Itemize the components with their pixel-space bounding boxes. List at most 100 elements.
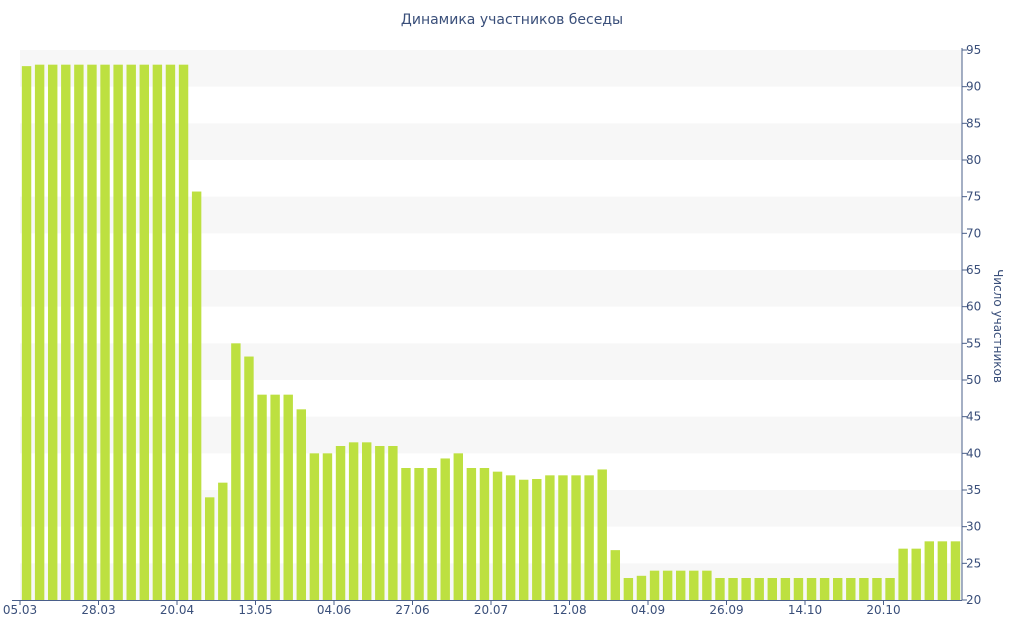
bar[interactable] <box>767 578 778 600</box>
bar[interactable] <box>388 446 398 600</box>
bar[interactable] <box>231 343 241 600</box>
bar[interactable] <box>702 570 712 600</box>
bar[interactable] <box>675 570 686 600</box>
bar[interactable] <box>47 64 58 600</box>
bar[interactable] <box>584 475 594 600</box>
bar[interactable] <box>911 548 921 600</box>
bar[interactable] <box>518 479 529 600</box>
x-tick-label: 13.05 <box>238 603 272 617</box>
y-tick-label: 40 <box>966 446 981 460</box>
bar[interactable] <box>414 468 424 600</box>
bar[interactable] <box>571 475 581 600</box>
bar[interactable] <box>375 446 385 600</box>
bar[interactable] <box>296 409 307 600</box>
x-tick-label: 14.10 <box>788 603 822 617</box>
x-tick-label: 27.06 <box>395 603 429 617</box>
bar[interactable] <box>819 578 830 600</box>
bar[interactable] <box>924 541 935 600</box>
grid-band <box>20 196 962 234</box>
bar[interactable] <box>21 66 32 601</box>
bar[interactable] <box>492 471 503 600</box>
bar[interactable] <box>427 468 437 600</box>
bar[interactable] <box>780 578 791 600</box>
bar[interactable] <box>832 578 843 600</box>
bar[interactable] <box>898 548 908 600</box>
bar[interactable] <box>87 64 97 600</box>
y-tick-label: 60 <box>966 300 981 314</box>
bar[interactable] <box>728 578 738 600</box>
bar[interactable] <box>61 64 71 600</box>
bar[interactable] <box>885 578 895 600</box>
y-tick-label: 85 <box>966 116 981 130</box>
bar[interactable] <box>322 453 333 600</box>
x-tick-labels: 05.03 28.03 20.04 13.05 04.06 27.06 20.07 12.08… <box>3 600 901 617</box>
bar[interactable] <box>545 475 555 600</box>
bars <box>21 64 961 601</box>
bar[interactable] <box>348 442 359 600</box>
bar[interactable] <box>872 578 882 600</box>
grid-band <box>20 270 962 307</box>
bar[interactable] <box>257 394 267 600</box>
bar[interactable] <box>636 575 647 600</box>
bar[interactable] <box>270 394 280 600</box>
bar[interactable] <box>204 497 215 600</box>
x-tick-label: 20.04 <box>160 603 194 617</box>
bar[interactable] <box>715 578 725 600</box>
bar[interactable] <box>361 442 372 600</box>
bar[interactable] <box>74 64 84 600</box>
bar[interactable] <box>610 550 621 600</box>
bar[interactable] <box>662 570 673 600</box>
y-tick-label: 50 <box>966 373 981 387</box>
bar[interactable] <box>401 468 411 600</box>
bar[interactable] <box>649 570 660 600</box>
bar[interactable] <box>309 453 320 600</box>
y-tick-label: 20 <box>966 593 981 607</box>
x-tick-label: 12.08 <box>552 603 586 617</box>
bar[interactable] <box>126 64 136 600</box>
x-tick-label: 04.06 <box>317 603 351 617</box>
bar[interactable] <box>806 578 817 600</box>
bar[interactable] <box>754 578 764 600</box>
y-tick-label: 25 <box>966 556 981 570</box>
bar[interactable] <box>558 475 568 600</box>
bar[interactable] <box>479 468 490 600</box>
bar[interactable] <box>846 578 856 600</box>
bar[interactable] <box>532 479 542 600</box>
bar[interactable] <box>100 64 110 600</box>
bar[interactable] <box>453 453 464 600</box>
bar[interactable] <box>859 578 869 600</box>
grid-band <box>20 123 962 160</box>
bar[interactable] <box>244 356 254 600</box>
bar[interactable] <box>139 64 150 600</box>
y-tick-label: 90 <box>966 80 981 94</box>
bar[interactable] <box>283 394 293 600</box>
bar[interactable] <box>440 458 450 600</box>
y-tick-label: 55 <box>966 336 981 350</box>
bar[interactable] <box>741 578 751 600</box>
bar[interactable] <box>689 570 699 600</box>
bar[interactable] <box>152 64 163 600</box>
grid-band <box>20 416 962 454</box>
y-tick-label: 30 <box>966 520 981 534</box>
bar[interactable] <box>165 64 176 600</box>
bar[interactable] <box>178 64 189 600</box>
x-tick-label: 20.10 <box>866 603 900 617</box>
bar[interactable] <box>218 482 228 600</box>
x-tick-label: 05.03 <box>3 603 37 617</box>
bar[interactable] <box>623 578 634 600</box>
bar[interactable] <box>113 64 123 600</box>
y-tick-label: 70 <box>966 226 981 240</box>
bar[interactable] <box>191 191 202 601</box>
bar[interactable] <box>597 469 607 600</box>
bar[interactable] <box>466 468 477 600</box>
bar[interactable] <box>937 541 948 600</box>
bar[interactable] <box>505 475 516 600</box>
bar[interactable] <box>950 541 961 600</box>
bar[interactable] <box>34 64 45 600</box>
grid-band <box>20 50 962 87</box>
bar[interactable] <box>335 446 346 600</box>
x-tick-label: 28.03 <box>81 603 115 617</box>
grid-band <box>20 490 962 527</box>
bar[interactable] <box>793 578 804 600</box>
